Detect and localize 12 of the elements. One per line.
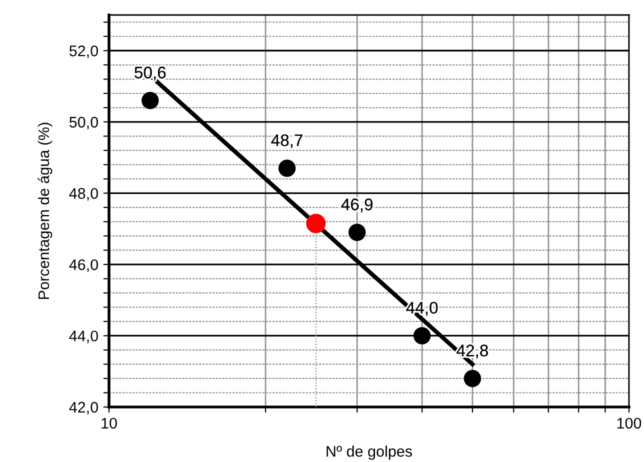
y-tick-label: 44,0 bbox=[69, 330, 98, 344]
data-label: 46,9 bbox=[341, 198, 373, 212]
y-tick-label: 50,0 bbox=[69, 116, 98, 130]
y-tick-label: 48,0 bbox=[69, 188, 98, 201]
y-tick-label: 42,0 bbox=[69, 402, 98, 414]
x-tick-label: 100 bbox=[617, 418, 642, 429]
y-tick-label: 52,0 bbox=[69, 46, 98, 58]
data-label: 48,7 bbox=[271, 134, 302, 148]
x-tick-label: 10 bbox=[102, 418, 117, 429]
y-tick-label: 46,0 bbox=[69, 259, 98, 272]
x-axis-title: Nº de golpes bbox=[326, 446, 412, 460]
y-axis-title: Porcentagem de água (%) bbox=[38, 122, 52, 299]
